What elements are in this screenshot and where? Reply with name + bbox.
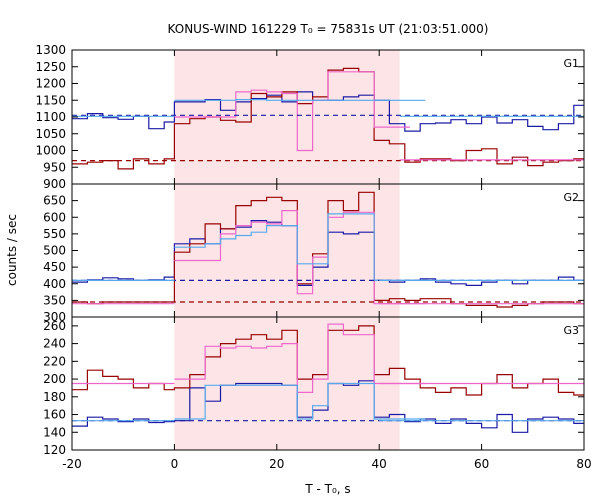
x-axis-label: T - T₀, s: [304, 482, 350, 496]
chart-title: KONUS-WIND 161229 T₀ = 75831s UT (21:03:…: [168, 22, 489, 36]
g1-ytick-label: 1150: [35, 93, 66, 107]
g2-series-light-blue-step-3: [174, 213, 426, 281]
panel-g3-frame: [71, 316, 585, 451]
g3-ytick-label: 260: [43, 319, 66, 333]
g2-ytick-label: 400: [43, 277, 66, 291]
g3-ytick-label: 140: [43, 425, 66, 439]
g1-series-pink-step-2: [174, 71, 410, 152]
y-ticks: 900 950 1000 1050 1100 1150 1200 1250 1300 300 350…: [35, 43, 584, 457]
xtick-label: -20: [62, 457, 82, 471]
g3-ytick-label: 220: [43, 354, 66, 368]
xtick-label: 80: [576, 457, 591, 471]
x-ticks: -20 0 20 40 60 80: [62, 50, 592, 471]
panel-label-g1: G1: [563, 57, 579, 70]
g2-ytick-label: 350: [43, 293, 66, 307]
g1-ytick-label: 1100: [35, 110, 66, 124]
g3-ytick-label: 180: [43, 390, 66, 404]
g2-series-dark-red-step-1: [72, 191, 584, 308]
g1-ytick-label: 1300: [35, 43, 66, 57]
g3-ytick-label: 200: [43, 372, 66, 386]
xtick-label: 40: [372, 457, 387, 471]
xtick-label: 0: [171, 457, 179, 471]
g2-ytick-label: 600: [43, 210, 66, 224]
xtick-label: 20: [269, 457, 284, 471]
burst-interval-highlight: [174, 50, 400, 450]
g3-series-light-blue-step-3: [174, 382, 426, 420]
g3-series-pink-step-2: [174, 323, 426, 393]
panel-g2-series: [72, 191, 584, 308]
highlight-band: [174, 50, 400, 450]
y-axis-label: counts / sec: [5, 214, 19, 286]
g2-series-pink-step-2: [174, 210, 426, 305]
g2-ytick-label: 300: [43, 310, 66, 324]
g2-ytick-label: 500: [43, 244, 66, 258]
g3-ytick-label: 240: [43, 337, 66, 351]
panel-labels: G1 G2 G3: [563, 57, 579, 337]
g3-ytick-label: 120: [43, 443, 66, 457]
series-layer: [72, 67, 584, 433]
g1-ytick-label: 1200: [35, 77, 66, 91]
g1-ytick-label: 950: [43, 160, 66, 174]
g2-ytick-label: 450: [43, 260, 66, 274]
panel-label-g3: G3: [563, 324, 579, 337]
panel-label-g2: G2: [563, 191, 579, 204]
g1-ytick-label: 1250: [35, 60, 66, 74]
panel-g1-series: [72, 67, 584, 170]
g1-ytick-label: 1000: [35, 144, 66, 158]
xtick-label: 60: [474, 457, 489, 471]
g1-ytick-label: 900: [43, 177, 66, 191]
g2-ytick-label: 650: [43, 194, 66, 208]
g2-ytick-label: 550: [43, 227, 66, 241]
g3-ytick-label: 160: [43, 408, 66, 422]
g1-ytick-label: 1050: [35, 127, 66, 141]
g1-series-light-blue-step-3: [174, 99, 426, 101]
panel-g3-series: [72, 323, 584, 433]
